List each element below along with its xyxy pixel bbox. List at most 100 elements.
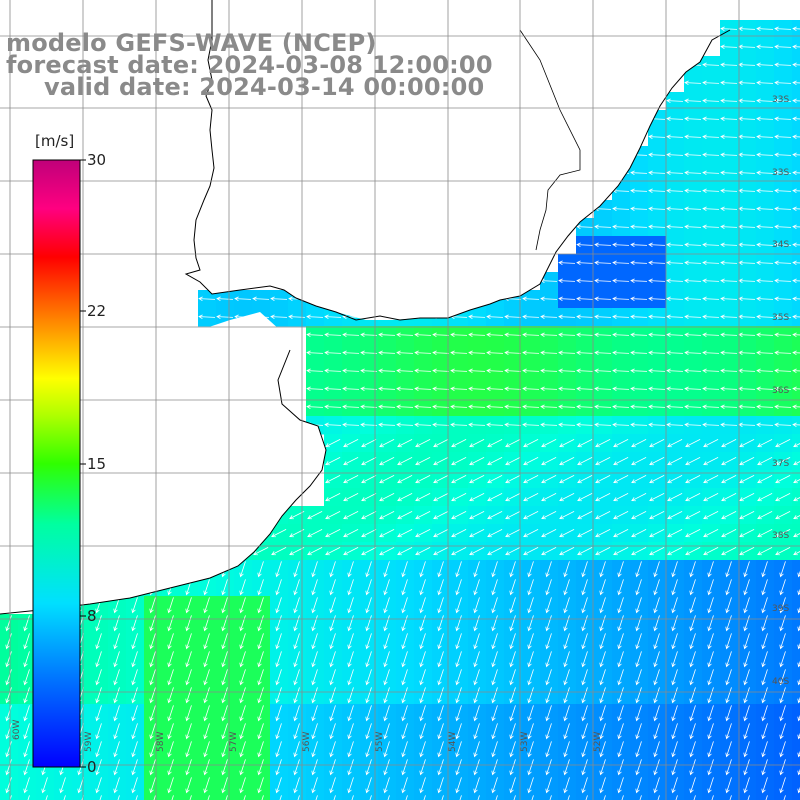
wind-arrow — [131, 615, 138, 632]
wind-arrow — [756, 278, 774, 284]
wind-arrow — [702, 314, 720, 320]
wind-arrow — [743, 597, 750, 614]
wind-arrow — [311, 705, 318, 722]
wind-arrow — [365, 777, 372, 794]
wind-arrow — [216, 296, 234, 302]
wind-arrow — [347, 759, 354, 776]
wind-arrow — [720, 386, 738, 392]
wind-arrow — [774, 296, 792, 302]
wind-arrow — [774, 314, 792, 320]
wind-arrow — [630, 224, 648, 230]
wind-arrow — [383, 561, 390, 578]
wind-arrow — [365, 723, 372, 740]
wind-arrow — [275, 579, 282, 596]
wind-arrow — [630, 206, 648, 212]
wind-arrow — [685, 511, 701, 520]
wind-arrow — [559, 493, 575, 502]
wind-arrow — [797, 624, 800, 632]
wind-arrow — [432, 386, 450, 392]
wind-arrow — [361, 529, 377, 538]
wind-arrow — [379, 493, 395, 502]
wind-arrow — [432, 350, 450, 356]
wind-arrow — [257, 597, 264, 614]
longitude-label: 54W — [448, 731, 458, 752]
wind-arrow — [5, 723, 12, 740]
wind-arrow — [594, 386, 612, 392]
wind-arrow — [527, 759, 534, 776]
wind-arrow — [486, 404, 504, 410]
wind-arrow — [365, 705, 372, 722]
wind-speed-cell — [18, 794, 37, 800]
wind-speed-cell — [792, 254, 800, 273]
wind-arrow — [630, 242, 648, 248]
coastline-south — [0, 349, 327, 615]
wind-arrow — [613, 529, 629, 538]
wind-arrow — [720, 206, 738, 212]
wind-arrow — [99, 795, 102, 800]
wind-arrow — [347, 669, 354, 686]
wind-arrow — [41, 777, 48, 794]
wind-arrow — [666, 368, 684, 374]
wind-arrow — [361, 439, 377, 448]
wind-arrow — [581, 651, 588, 668]
wind-arrow — [473, 741, 480, 758]
wind-arrow — [419, 579, 426, 596]
wind-arrow — [113, 741, 120, 758]
wind-arrow — [473, 579, 480, 596]
wind-speed-cell — [792, 416, 800, 435]
wind-arrow — [630, 296, 648, 302]
wind-arrow — [473, 687, 480, 704]
wind-arrow — [761, 723, 768, 740]
wind-arrow — [667, 529, 683, 538]
wind-arrow — [613, 439, 629, 448]
wind-arrow — [612, 314, 630, 320]
wind-arrow — [329, 741, 336, 758]
wind-speed-cell — [792, 614, 800, 633]
wind-arrow — [684, 404, 702, 410]
wind-arrow — [725, 759, 732, 776]
wind-arrow — [293, 723, 300, 740]
wind-arrow — [631, 457, 647, 466]
wind-arrow — [347, 615, 354, 632]
wind-arrow — [275, 597, 282, 614]
wind-arrow — [797, 570, 800, 578]
wind-arrow — [329, 615, 336, 632]
wind-arrow — [347, 651, 354, 668]
wind-arrow — [311, 687, 318, 704]
wind-arrow — [95, 741, 102, 758]
wind-speed-cell — [792, 794, 800, 800]
wind-arrow — [307, 547, 323, 556]
colorbar-unit-label: [m/s] — [35, 132, 75, 150]
wind-arrow — [612, 224, 630, 230]
wind-arrow — [509, 669, 516, 686]
wind-arrow — [635, 759, 642, 776]
wind-arrow — [630, 350, 648, 356]
wind-arrow — [361, 457, 377, 466]
wind-arrow — [491, 705, 498, 722]
wind-arrow — [307, 511, 323, 520]
wind-arrow — [576, 404, 594, 410]
wind-arrow — [343, 511, 359, 520]
wind-arrow — [342, 332, 360, 338]
wind-speed-cell — [612, 794, 631, 800]
wind-arrow — [468, 332, 486, 338]
wind-arrow — [487, 547, 503, 556]
wind-arrow — [648, 332, 666, 338]
wind-arrow — [666, 152, 684, 158]
wind-arrow — [599, 633, 606, 650]
wind-arrow — [401, 651, 408, 668]
wind-arrow — [351, 795, 354, 800]
wind-arrow — [401, 633, 408, 650]
wind-arrow — [257, 741, 264, 758]
wind-arrow — [792, 278, 800, 284]
wind-arrow — [527, 615, 534, 632]
wind-arrow — [779, 777, 786, 794]
wind-arrow — [203, 633, 210, 650]
wind-arrow — [779, 579, 786, 596]
wind-arrow — [756, 206, 774, 212]
wind-arrow — [343, 547, 359, 556]
wind-arrow — [739, 511, 755, 520]
wind-arrow — [419, 669, 426, 686]
wind-arrow — [702, 350, 720, 356]
wind-arrow — [630, 170, 648, 176]
